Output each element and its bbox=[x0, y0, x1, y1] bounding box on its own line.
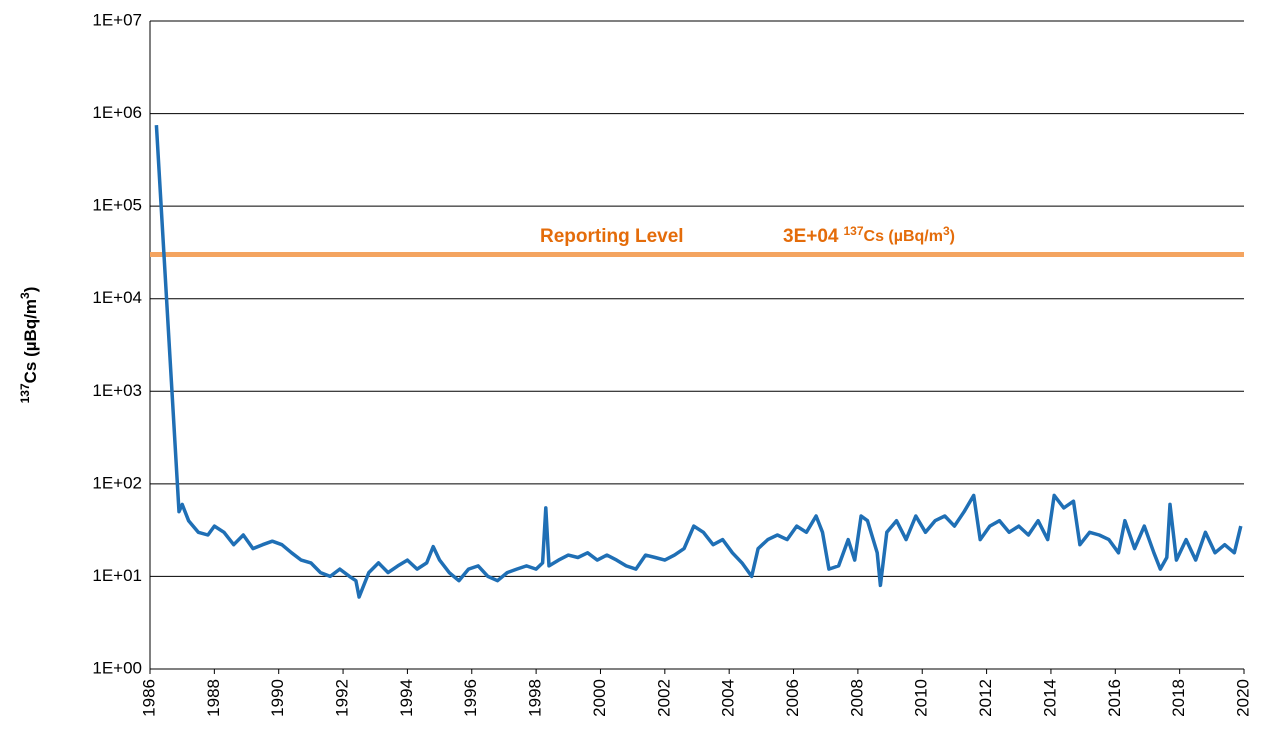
y-tick-label: 1E+06 bbox=[92, 103, 142, 122]
x-tick-label: 2006 bbox=[783, 679, 802, 717]
y-tick-label: 1E+04 bbox=[92, 288, 142, 307]
reporting-level-label: Reporting Level bbox=[540, 226, 684, 247]
y-label-main: Cs (µBq/m bbox=[21, 299, 40, 383]
x-tick-label: 1988 bbox=[204, 679, 223, 717]
x-tick-label: 2012 bbox=[976, 679, 995, 717]
y-label-end: ) bbox=[21, 287, 40, 293]
y-tick-label: 1E+02 bbox=[92, 473, 142, 492]
x-tick-label: 2010 bbox=[912, 679, 931, 717]
y-tick-label: 1E+05 bbox=[92, 196, 142, 215]
y-axis-label: 137Cs (µBq/m3) bbox=[18, 287, 40, 404]
x-tick-label: 1998 bbox=[526, 679, 545, 717]
x-tick-label: 2018 bbox=[1169, 679, 1188, 717]
rl-sup: 137 bbox=[843, 224, 863, 238]
y-label-sup: 137 bbox=[18, 383, 32, 403]
x-tick-label: 2002 bbox=[654, 679, 673, 717]
data-line bbox=[154, 124, 1243, 599]
x-tick-label: 2008 bbox=[847, 679, 866, 717]
y-label-sup2: 3 bbox=[18, 292, 32, 299]
reporting-level-value: 3E+04 137Cs (µBq/m3) bbox=[783, 224, 955, 247]
y-tick-label: 1E+03 bbox=[92, 381, 142, 400]
x-tick-label: 2000 bbox=[590, 679, 609, 717]
x-tick-label: 1990 bbox=[268, 679, 287, 717]
x-tick-label: 2020 bbox=[1233, 679, 1252, 717]
rl-end: ) bbox=[950, 228, 955, 245]
x-tick-label: 1986 bbox=[139, 679, 158, 717]
x-tick-label: 2014 bbox=[1040, 679, 1059, 717]
y-tick-label: 1E+07 bbox=[92, 10, 142, 29]
x-tick-label: 2004 bbox=[719, 679, 738, 717]
x-tick-label: 2016 bbox=[1105, 679, 1124, 717]
y-tick-label: 1E+00 bbox=[92, 658, 142, 677]
x-tick-label: 1994 bbox=[397, 679, 416, 717]
x-tick-label: 1996 bbox=[461, 679, 480, 717]
x-tick-label: 1992 bbox=[333, 679, 352, 717]
rl-main: Cs (µBq/m bbox=[864, 228, 943, 245]
y-tick-label: 1E+01 bbox=[92, 566, 142, 585]
rl-sup2: 3 bbox=[943, 224, 950, 238]
rl-value: 3E+04 bbox=[783, 226, 839, 247]
